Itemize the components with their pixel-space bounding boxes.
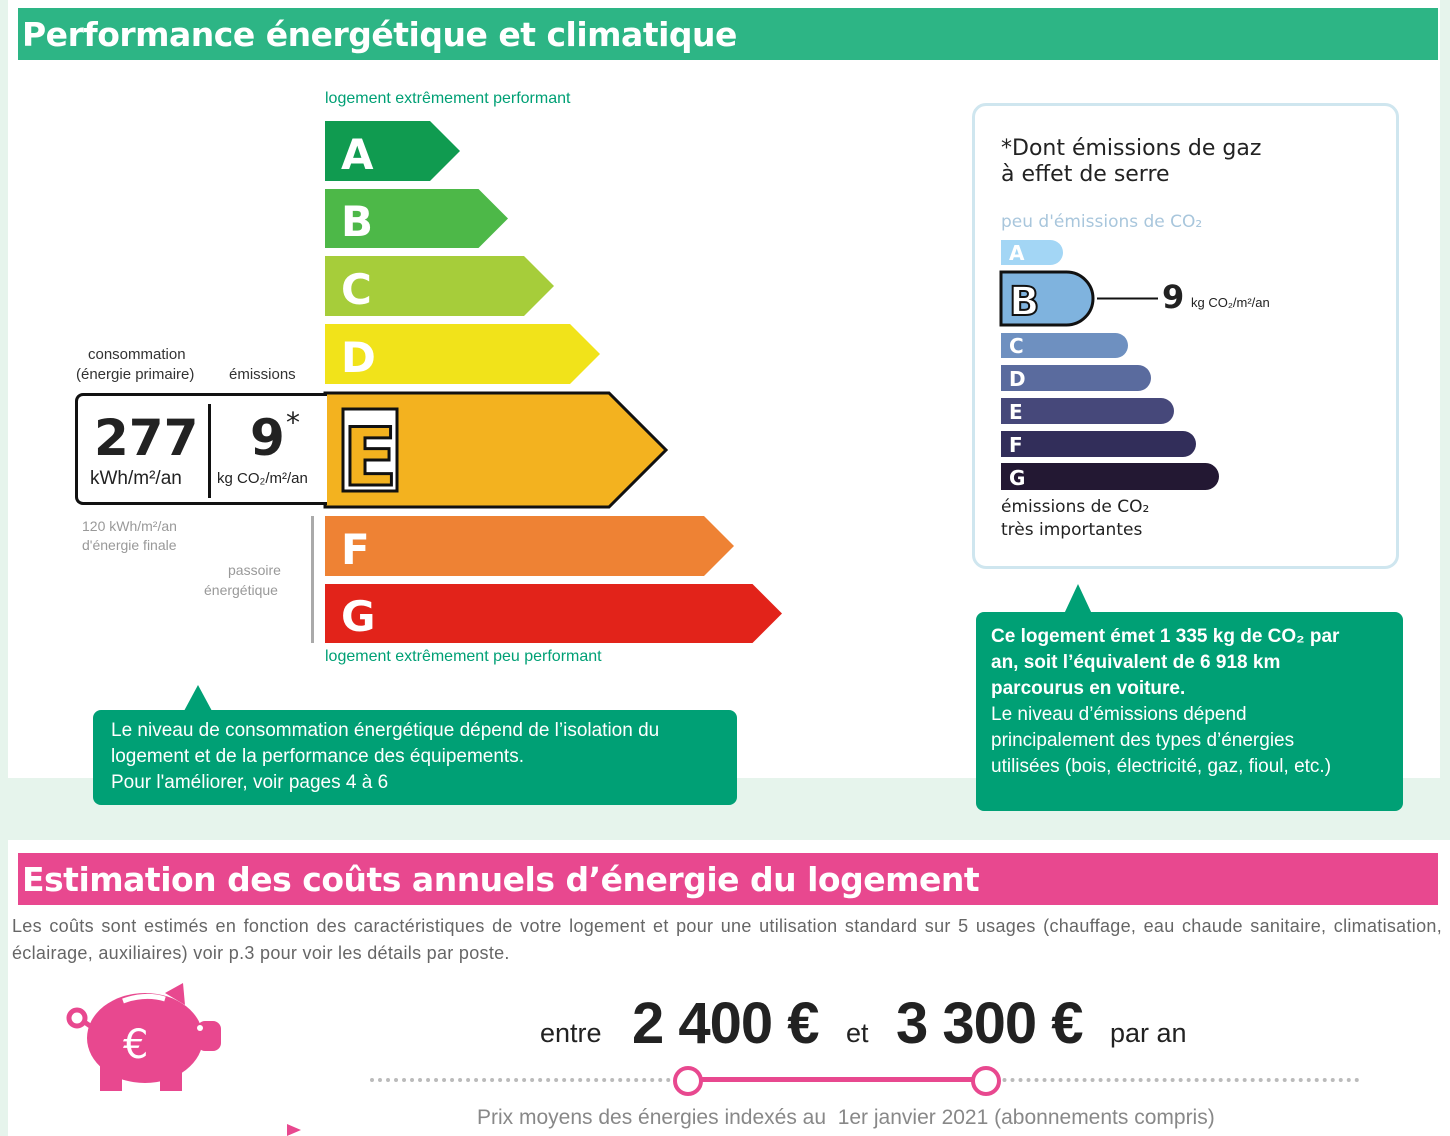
callout-line: Pour l'améliorer, voir pages 4 à 6 [111,772,389,793]
ges-class-e-bar [1001,398,1174,424]
dpe-class-letter: A [341,130,374,179]
costs-description: Les coûts sont estimés en fonction des c… [12,916,1442,963]
callout-line: utilisées (bois, électricité, gaz, fioul… [991,756,1332,777]
ges-title-line: *Dont émissions de gaz [1001,136,1262,161]
dpe-class-letter: G [341,592,375,641]
ges-class-g-bar [1001,463,1219,490]
emissions-label: émissions [229,366,296,383]
callout-pointer [184,685,212,711]
passoire-label: passoire [228,562,281,578]
ges-class-letter: E [1009,400,1023,424]
ges-unit: kg CO₂/m²/an [1191,295,1270,310]
cost-min: 2 400 € [632,991,820,1056]
passoire-label-2: énergétique [204,582,278,598]
dpe-class-d-bar [325,324,600,384]
dpe-bottom-label: logement extrêmement peu performant [325,648,602,665]
callout-line: parcourus en voiture. [991,678,1186,699]
section-title-costs: Estimation des coûts annuels d’énergie d… [18,853,1438,905]
ges-class-f-bar [1001,431,1196,457]
ges-title: *Dont émissions de gaz à effet de serre [1001,136,1261,188]
ges-title-line: à effet de serre [1001,162,1170,187]
ges-class-c-bar [1001,333,1128,358]
ges-class-letter: A [1009,241,1025,265]
callout-line: logement et de la performance des équipe… [111,746,524,767]
cost-and-label: et [846,1018,869,1048]
dpe-value-box: 277 kWh/m²/an 9 * kg CO₂/m²/an [75,393,327,505]
dpe-top-label: logement extrêmement performant [325,90,571,107]
callout-line: Le niveau d’émissions dépend [991,704,1247,725]
callout-line: Ce logement émet 1 335 kg de CO₂ par [991,626,1340,647]
consumption-callout: Le niveau de consommation énergétique dé… [93,710,737,805]
emissions-value: 9 [250,409,285,467]
cost-max: 3 300 € [896,991,1084,1056]
ges-bottom-line: émissions de CO₂ [1001,497,1150,517]
ges-class-letter: F [1009,433,1023,457]
callout-line: an, soit l’équivalent de 6 918 km [991,652,1281,673]
background-band [1440,0,1450,840]
consumption-value: 277 [94,409,199,467]
ges-class-letter: D [1009,367,1026,391]
consumption-unit: kWh/m²/an [90,468,182,489]
cost-range-fill [687,1077,985,1082]
dpe-class-letter: E [343,411,398,504]
cost-max-marker [971,1066,1001,1096]
ges-panel: *Dont émissions de gaz à effet de serre … [972,103,1399,569]
dpe-class-letter: D [341,333,376,382]
cost-per-year-label: par an [1110,1018,1187,1048]
current-class-frame [341,407,399,493]
dpe-class-g-bar [325,584,782,643]
ges-class-letter: B [1009,279,1040,325]
ges-class-b-bar [999,270,1095,327]
divider [208,404,211,498]
final-energy-value: 120 kWh/m²/an [82,518,177,534]
ges-class-d-bar [1001,365,1151,391]
dpe-class-letter: F [341,525,370,574]
ges-bottom-line: très importantes [1001,520,1143,540]
pink-arrow-icon [287,1124,301,1136]
cost-between-label: entre [540,1018,602,1048]
cost-footnote: Prix moyens des énergies indexés au 1er … [477,1106,1215,1129]
emissions-callout: Ce logement émet 1 335 kg de CO₂ par an,… [976,612,1403,811]
emissions-asterisk: * [286,406,300,439]
final-energy-label: d'énergie finale [82,537,177,553]
dpe-class-b-bar [325,189,508,248]
svg-text:€: € [123,1022,148,1068]
dpe-class-letter: C [341,265,372,314]
dpe-class-c-bar [325,256,554,316]
ges-class-letter: G [1009,466,1025,490]
cost-min-marker [673,1066,703,1096]
ges-top-label: peu d'émissions de CO₂ [1001,212,1203,232]
ges-bottom-label: émissions de CO₂ très importantes [1001,496,1149,542]
ges-value: 9 [1162,278,1185,316]
passoire-bracket [311,516,314,643]
consumption-label: consommation [88,346,186,363]
section-title-performance: Performance énergétique et climatique [18,8,1438,60]
dpe-class-a-bar [325,121,460,181]
callout-pointer [1064,584,1092,614]
consumption-sub-label: (énergie primaire) [76,366,195,383]
piggy-bank-euro-icon: € [66,983,221,1091]
ges-class-a-bar [1001,240,1063,265]
dpe-class-letter: B [341,197,373,246]
dpe-class-f-bar [325,516,734,576]
callout-line: principalement des types d’énergies [991,730,1295,751]
ges-class-letter: C [1009,334,1024,358]
emissions-unit: kg CO₂/m²/an [217,470,308,487]
background-band [0,0,8,1136]
callout-line: Le niveau de consommation énergétique dé… [111,720,660,741]
